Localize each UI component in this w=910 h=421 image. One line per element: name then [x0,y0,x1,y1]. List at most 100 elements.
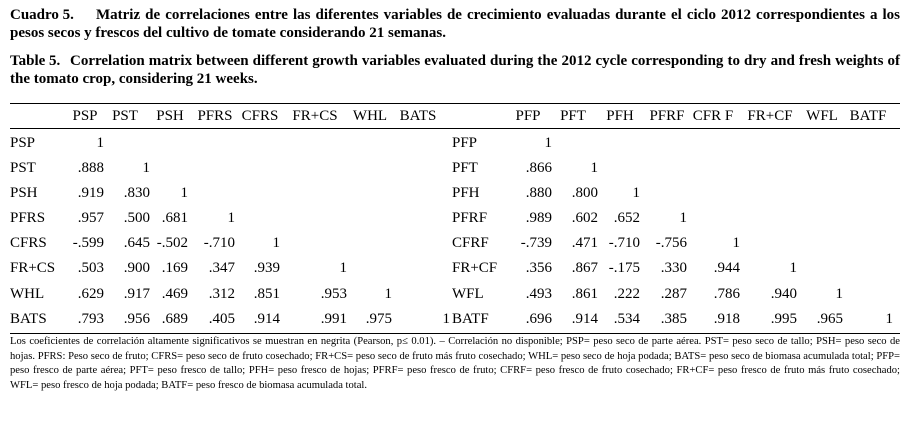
cell-value: .867 [571,260,598,276]
cell-value: .629 [77,286,104,302]
row-label: PFRS [10,210,46,226]
cell-value: 1 [789,260,798,276]
caption-en: Table 5. Correlation matrix between diff… [10,52,900,88]
row-label: PSH [10,185,38,201]
cell-value: -.756 [655,235,687,251]
column-header: PFT [560,108,586,124]
cell-value: .956 [123,311,150,327]
column-header: BATF [849,108,887,124]
cell-value: .800 [571,185,598,201]
row-label: PSP [10,135,36,151]
cell-value: .965 [816,311,843,327]
cell-value: 1 [632,185,641,201]
cell-value: .469 [161,286,188,302]
cell-value: .405 [208,311,235,327]
column-header: PFRF [649,108,685,124]
cell-value: .385 [660,311,687,327]
cell-value: .493 [525,286,552,302]
cell-value: .312 [208,286,235,302]
cell-value: .880 [525,185,552,201]
cell-value: .356 [525,260,552,276]
cell-value: 1 [96,135,105,151]
column-header: FR+CS [292,108,338,124]
table-rule [10,103,900,104]
cell-value: .866 [525,160,552,176]
cell-value: 1 [142,160,151,176]
row-label: BATF [452,311,489,327]
cell-value: .347 [208,260,235,276]
cell-value: .989 [525,210,552,226]
cell-value: .917 [123,286,150,302]
cell-value: .851 [253,286,280,302]
row-label: PFP [452,135,478,151]
cell-value: 1 [835,286,844,302]
caption-label: Cuadro 5. [10,7,74,23]
cell-value: -.710 [608,235,640,251]
column-header: WHL [352,108,388,124]
row-label: PFRF [452,210,488,226]
row-label: PFT [452,160,478,176]
cell-value: -.502 [156,235,188,251]
column-header: BATS [399,108,437,124]
cell-value: 1 [442,311,451,327]
cell-value: .888 [77,160,104,176]
cell-value: .471 [571,235,598,251]
column-header: CFRS [241,108,279,124]
cell-value: .330 [660,260,687,276]
cell-value: .169 [161,260,188,276]
column-header: PFP [515,108,541,124]
cell-value: .689 [161,311,188,327]
row-label: FR+CS [10,260,56,276]
cell-value: .602 [571,210,598,226]
cell-value: .944 [713,260,740,276]
cell-value: -.739 [520,235,552,251]
cell-value: .975 [365,311,392,327]
cell-value: .793 [77,311,104,327]
cell-value: .914 [571,311,598,327]
cell-value: .918 [713,311,740,327]
cell-value: 1 [339,260,348,276]
column-header: FR+CF [747,108,793,124]
row-label: FR+CF [452,260,498,276]
cell-value: 1 [272,235,281,251]
cell-value: .940 [770,286,797,302]
cell-value: 1 [384,286,393,302]
cell-value: .939 [253,260,280,276]
caption-es: Cuadro 5. Matriz de correlaciones entre … [10,6,900,42]
cell-value: 1 [227,210,236,226]
column-header: CFR F [692,108,734,124]
table-rule [10,333,900,334]
cell-value: .914 [253,311,280,327]
cell-value: .652 [613,210,640,226]
cell-value: .287 [660,286,687,302]
cell-value: .534 [613,311,640,327]
cell-value: -.175 [608,260,640,276]
cell-value: 1 [180,185,189,201]
cell-value: .645 [123,235,150,251]
cell-value: .222 [613,286,640,302]
column-header: PFH [606,108,634,124]
cell-value: .830 [123,185,150,201]
cell-value: .995 [770,311,797,327]
table-rule [10,128,900,129]
caption-text: Matriz de correlaciones entre las difere… [10,7,900,41]
row-label: PFH [452,185,480,201]
cell-value: 1 [679,210,688,226]
cell-value: .500 [123,210,150,226]
cell-value: 1 [590,160,599,176]
row-label: BATS [10,311,47,327]
cell-value: .861 [571,286,598,302]
cell-value: .900 [123,260,150,276]
cell-value: -.599 [72,235,104,251]
cell-value: 1 [732,235,741,251]
cell-value: .696 [525,311,552,327]
footnote: Los coeficientes de correlación altament… [10,336,900,391]
caption-text: Correlation matrix between different gro… [10,53,900,87]
row-label: WHL [10,286,45,302]
column-header: PSP [72,108,98,124]
cell-value: .991 [320,311,347,327]
cell-value: 1 [544,135,553,151]
cell-value: 1 [885,311,894,327]
column-header: PSH [156,108,184,124]
